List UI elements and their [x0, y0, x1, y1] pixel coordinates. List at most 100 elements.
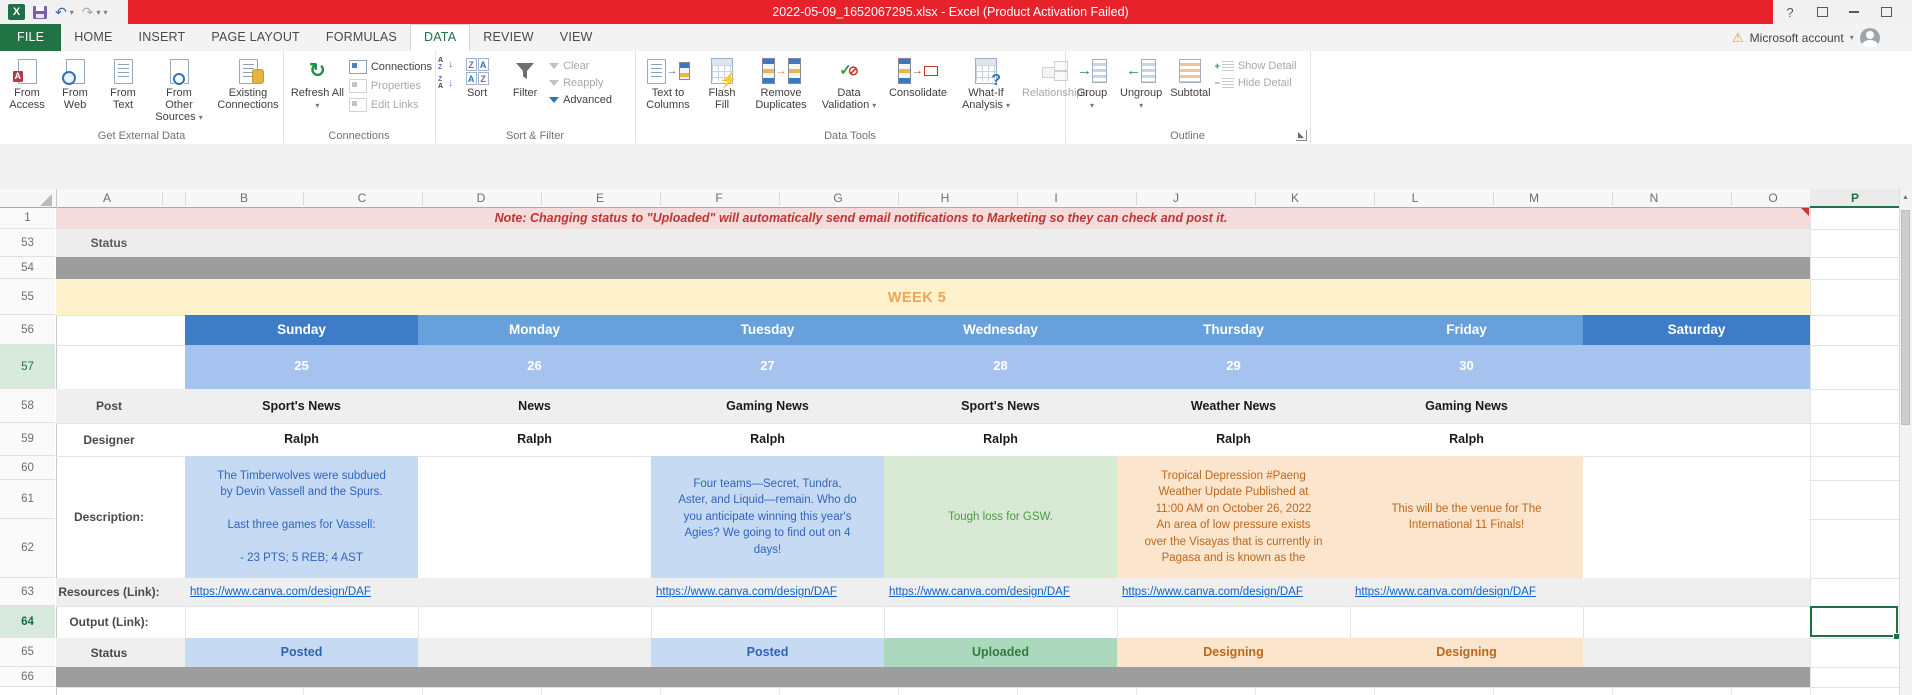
column-header[interactable]: F — [715, 191, 723, 205]
close-icon[interactable]: × — [1904, 0, 1912, 24]
consolidate-button[interactable]: → Consolidate — [882, 55, 954, 101]
designer-cell[interactable]: Ralph — [1449, 432, 1484, 446]
day-header-wednesday[interactable]: Wednesday — [884, 315, 1117, 345]
filter-button[interactable]: Filter — [501, 55, 549, 101]
status-top-label[interactable]: Status — [90, 236, 128, 250]
column-header[interactable]: H — [940, 191, 950, 205]
row-header-highlighted[interactable]: 57 — [0, 345, 55, 389]
subtotal-button[interactable]: Subtotal — [1166, 55, 1214, 101]
column-header[interactable]: E — [595, 191, 605, 205]
ungroup-button[interactable]: ← Ungroup ▾ — [1116, 55, 1166, 114]
avatar[interactable] — [1859, 27, 1880, 48]
row-header-selected[interactable]: 64 — [0, 606, 55, 638]
row-header[interactable]: 60 — [0, 456, 55, 480]
day-header-friday[interactable]: Friday — [1350, 315, 1583, 345]
remove-duplicates-button[interactable]: → Remove Duplicates — [746, 55, 816, 113]
minimize-icon[interactable] — [1840, 0, 1868, 24]
resources-label[interactable]: Resources (Link): — [58, 585, 160, 599]
tab-review[interactable]: REVIEW — [483, 30, 534, 44]
tab-view[interactable]: VIEW — [559, 30, 593, 44]
date-cell[interactable]: 27 — [760, 358, 775, 373]
restore-icon[interactable] — [1872, 0, 1900, 24]
row-header[interactable]: 63 — [0, 578, 55, 606]
connections-button[interactable]: Connections — [348, 60, 432, 74]
designer-label[interactable]: Designer — [83, 432, 135, 447]
row-header[interactable]: 65 — [0, 638, 55, 667]
from-other-sources-button[interactable]: From Other Sources ▾ — [147, 55, 211, 126]
column-header[interactable]: B — [239, 191, 249, 205]
description-label[interactable]: Description: — [73, 510, 144, 524]
divider-row[interactable] — [56, 257, 1810, 279]
from-web-button[interactable]: From Web — [51, 55, 99, 113]
help-icon[interactable]: ? — [1786, 4, 1794, 20]
row-header[interactable]: 58 — [0, 389, 55, 423]
save-icon[interactable] — [33, 5, 47, 19]
account-area[interactable]: ⚠ Microsoft account ▾ — [1732, 24, 1880, 51]
date-row[interactable] — [185, 345, 1810, 389]
ribbon-display-options-icon[interactable] — [1808, 0, 1836, 24]
tab-insert[interactable]: INSERT — [138, 30, 186, 44]
post-cell[interactable]: Gaming News — [1425, 399, 1508, 413]
column-header[interactable]: D — [476, 191, 486, 205]
designer-cell[interactable]: Ralph — [284, 432, 319, 446]
resource-link[interactable]: https://www.canva.com/design/DAF — [656, 586, 837, 598]
designer-cell[interactable]: Ralph — [983, 432, 1018, 446]
week-row[interactable] — [56, 279, 1810, 315]
post-row[interactable] — [56, 389, 1810, 423]
date-cell[interactable]: 29 — [1226, 358, 1241, 373]
note-row[interactable] — [56, 208, 1810, 229]
column-header[interactable]: K — [1290, 191, 1300, 205]
column-header[interactable]: G — [833, 191, 843, 205]
designer-cell[interactable]: Ralph — [1216, 432, 1251, 446]
post-label[interactable]: Post — [95, 399, 122, 413]
redo-dropdown-icon[interactable]: ▾ — [96, 7, 101, 17]
date-cell[interactable]: 28 — [993, 358, 1008, 373]
tab-page-layout[interactable]: PAGE LAYOUT — [211, 30, 300, 44]
resource-link[interactable]: https://www.canva.com/design/DAF — [1355, 586, 1536, 598]
description-cell[interactable]: Four teams—Secret, Tundra, Aster, and Li… — [651, 456, 884, 578]
row-header[interactable]: 1 — [0, 208, 55, 229]
output-label[interactable]: Output (Link): — [69, 615, 149, 629]
status-label[interactable]: Status — [90, 645, 128, 660]
outline-dialog-launcher-icon[interactable]: ◥ — [1296, 130, 1307, 141]
column-header[interactable]: C — [357, 191, 367, 205]
post-cell[interactable]: Sport's News — [961, 399, 1040, 413]
refresh-all-button[interactable]: ↻ Refresh All ▾ — [286, 55, 349, 114]
advanced-filter-button[interactable]: Advanced — [549, 94, 612, 106]
resource-link[interactable]: https://www.canva.com/design/DAF — [1122, 586, 1303, 598]
scrollbar-thumb[interactable] — [1901, 210, 1910, 425]
column-header[interactable]: I — [1054, 191, 1058, 205]
description-cell[interactable]: This will be the venue for The Internati… — [1350, 456, 1583, 578]
row-header[interactable]: 55 — [0, 279, 55, 315]
day-header-sunday[interactable]: Sunday — [185, 315, 418, 345]
tab-file[interactable]: FILE — [0, 24, 62, 51]
resources-row[interactable] — [56, 578, 1810, 606]
description-cell[interactable]: The Timberwolves were subdued by Devin V… — [185, 456, 418, 578]
customize-qat-icon[interactable]: ▾ — [103, 7, 108, 17]
designer-cell[interactable]: Ralph — [750, 432, 785, 446]
column-header[interactable]: N — [1649, 191, 1659, 205]
active-cell-P64[interactable] — [1810, 606, 1898, 637]
resource-link[interactable]: https://www.canva.com/design/DAF — [190, 586, 371, 598]
row-header[interactable]: 62 — [0, 519, 55, 578]
status-badge[interactable]: Posted — [651, 638, 884, 667]
column-header[interactable]: M — [1529, 191, 1539, 205]
column-header-selected[interactable]: P — [1850, 191, 1860, 205]
description-cell[interactable]: Tough loss for GSW. — [884, 456, 1117, 578]
data-validation-button[interactable]: ✓ ⊘ Data Validation ▾ — [816, 55, 882, 114]
what-if-analysis-button[interactable]: What-If Analysis ▾ — [954, 55, 1018, 114]
flash-fill-button[interactable]: Flash Fill — [698, 55, 746, 113]
description-cell[interactable]: Tropical Depression #Paeng Weather Updat… — [1117, 456, 1350, 578]
row-header[interactable]: 66 — [0, 667, 55, 687]
status-badge[interactable]: Posted — [185, 638, 418, 667]
day-header-monday[interactable]: Monday — [418, 315, 651, 345]
date-cell[interactable]: 26 — [527, 358, 542, 373]
divider-row-bottom[interactable] — [56, 667, 1810, 687]
text-to-columns-button[interactable]: → Text to Columns — [638, 55, 698, 113]
status-badge[interactable]: Designing — [1117, 638, 1350, 667]
row-header[interactable]: 61 — [0, 480, 55, 519]
row-header[interactable]: 59 — [0, 423, 55, 456]
column-header[interactable]: J — [1173, 191, 1179, 205]
